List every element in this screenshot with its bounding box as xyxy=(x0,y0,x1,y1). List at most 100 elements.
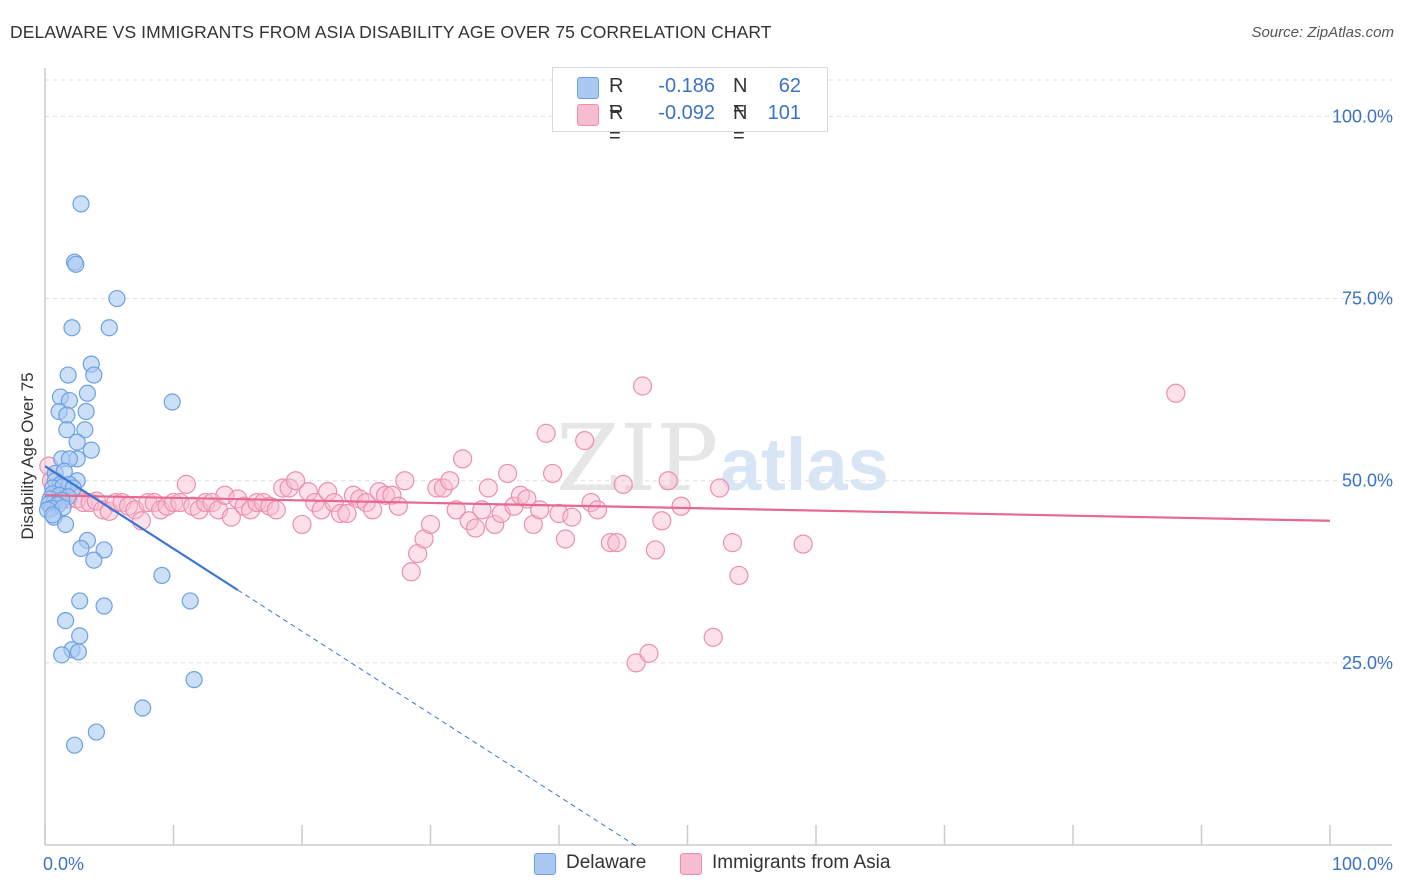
delaware-point xyxy=(185,671,203,689)
legend-n-label: N = xyxy=(733,75,748,120)
legend-r-label: R = xyxy=(609,75,624,120)
y-tick-label: 25.0% xyxy=(1342,653,1393,673)
asia-point xyxy=(363,500,383,520)
legend-n-label: N = xyxy=(733,102,748,147)
asia-point xyxy=(388,496,408,516)
delaware-point xyxy=(181,592,199,610)
delaware-swatch xyxy=(534,853,556,875)
asia-point xyxy=(234,496,254,516)
asia-point xyxy=(446,500,466,520)
asia-point xyxy=(465,518,486,538)
asia-point xyxy=(395,471,415,491)
delaware-point xyxy=(56,515,75,534)
asia-point xyxy=(279,478,299,498)
y-tick-label: 50.0% xyxy=(1342,471,1393,491)
asia-point xyxy=(221,507,241,527)
delaware-point xyxy=(53,646,71,664)
axes xyxy=(44,68,1392,846)
gridlines xyxy=(45,79,1392,664)
legend-label-delaware: Delaware xyxy=(566,852,647,873)
asia-point xyxy=(305,492,325,513)
asia-point xyxy=(645,540,665,560)
asia-point xyxy=(671,496,691,516)
asia-point xyxy=(575,431,595,451)
y-tick-label: 100.0% xyxy=(1332,106,1393,126)
asia-point xyxy=(292,514,312,535)
asia-point xyxy=(626,653,646,673)
asia-point xyxy=(639,643,659,663)
asia-point xyxy=(485,514,505,535)
y-tick-label: 75.0% xyxy=(1342,289,1393,309)
asia-point xyxy=(587,500,608,520)
delaware-point xyxy=(71,592,89,610)
delaware-point xyxy=(59,366,77,384)
delaware-point xyxy=(67,255,85,273)
delaware-point xyxy=(44,506,62,524)
delaware-trendline-extension xyxy=(237,589,637,847)
delaware-point xyxy=(77,402,95,421)
asia-swatch xyxy=(577,104,599,126)
delaware-point xyxy=(163,393,181,411)
delaware-point xyxy=(82,441,100,459)
asia-point xyxy=(632,376,653,396)
asia-point xyxy=(530,500,550,520)
delaware-point xyxy=(100,319,118,337)
delaware-point xyxy=(69,643,88,661)
legend-r-value: -0.092 xyxy=(658,102,715,124)
asia-point xyxy=(176,474,196,494)
asia-point xyxy=(517,489,537,509)
delaware-point xyxy=(153,566,171,585)
asia-point xyxy=(350,489,370,509)
correlation-legend: R = -0.186 N = 62 R = -0.092 N = 101 xyxy=(552,67,828,147)
asia-point xyxy=(330,503,351,524)
delaware-point xyxy=(95,541,113,559)
asia-point xyxy=(472,500,492,520)
x-tick-label: 100.0% xyxy=(1332,854,1393,874)
asia-point xyxy=(555,529,576,549)
chart-title: DELAWARE VS IMMIGRANTS FROM ASIA DISABIL… xyxy=(10,22,772,42)
asia-point xyxy=(652,511,672,531)
delaware-point xyxy=(56,611,75,630)
delaware-point xyxy=(65,736,84,754)
delaware-point xyxy=(58,406,76,424)
asia-swatch xyxy=(680,853,702,875)
asia-point xyxy=(722,533,743,553)
legend-label-asia: Immigrants from Asia xyxy=(712,852,891,873)
asia-point xyxy=(433,478,453,498)
delaware-point xyxy=(76,421,94,439)
asia-point xyxy=(703,627,723,647)
delaware-point xyxy=(72,195,90,213)
asia-point xyxy=(324,492,344,513)
zipatlas-watermark: ZIP atlas xyxy=(556,405,889,512)
asia-point xyxy=(401,562,421,582)
asia-point xyxy=(266,500,286,520)
delaware-point xyxy=(87,723,106,741)
delaware-point xyxy=(108,289,126,308)
delaware-point xyxy=(68,433,86,451)
asia-point xyxy=(658,471,678,491)
delaware-point xyxy=(134,699,152,717)
source-credit: Source: ZipAtlas.com xyxy=(1251,24,1394,41)
delaware-point xyxy=(95,597,113,615)
asia-point xyxy=(729,565,749,586)
x-tick-label: 0.0% xyxy=(43,854,84,874)
asia-trendline xyxy=(44,494,1331,522)
tick-labels: 25.0% 50.0% 75.0% 100.0% 0.0% 100.0% xyxy=(43,106,1393,874)
delaware-point xyxy=(72,539,90,558)
asia-point xyxy=(260,496,280,516)
asia-point xyxy=(562,507,582,527)
asia-point xyxy=(600,533,621,553)
asia-point xyxy=(710,478,730,498)
asia-point xyxy=(498,463,518,484)
delaware-point xyxy=(78,384,97,402)
asia-point xyxy=(375,485,396,505)
delaware-point xyxy=(85,551,103,569)
asia-point xyxy=(247,492,267,513)
delaware-point xyxy=(58,421,76,439)
asia-point xyxy=(613,474,633,494)
legend-n-value: 62 xyxy=(778,75,801,97)
asia-point xyxy=(1166,383,1186,403)
watermark-zip: ZIP xyxy=(556,405,718,512)
asia-point xyxy=(542,463,563,484)
